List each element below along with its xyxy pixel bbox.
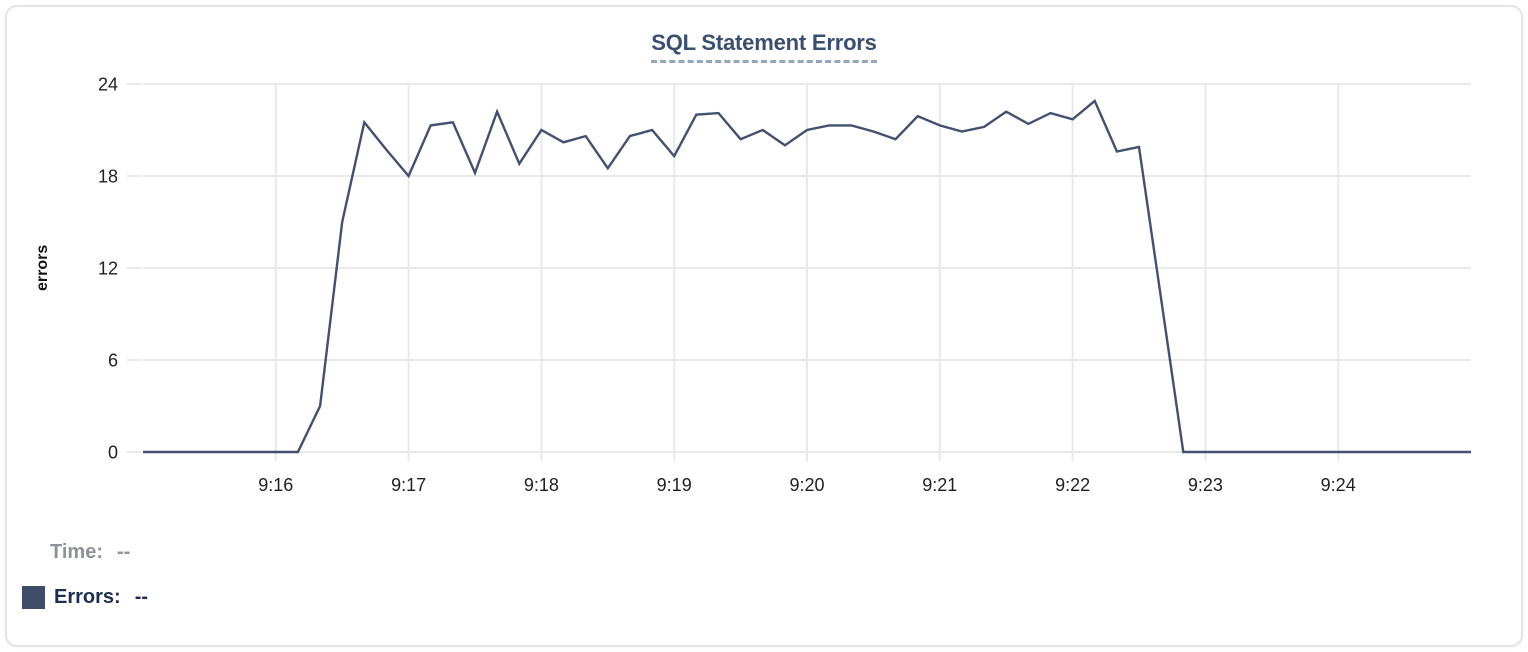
x-tick-label: 9:21: [922, 475, 957, 495]
chart-header: SQL Statement Errors: [0, 30, 1528, 63]
x-tick-label: 9:24: [1321, 475, 1356, 495]
x-tick-label: 9:22: [1055, 475, 1090, 495]
y-tick-label: 24: [98, 75, 118, 95]
y-tick-label: 12: [98, 259, 118, 279]
tooltip-errors-value: --: [134, 586, 149, 608]
x-tick-label: 9:20: [789, 475, 824, 495]
tooltip-errors-label: Errors:: [54, 586, 121, 608]
y-tick-label: 6: [108, 351, 118, 371]
y-tick-label: 18: [98, 167, 118, 187]
x-tick-label: 9:23: [1188, 475, 1223, 495]
tooltip-time-value: --: [116, 541, 131, 563]
errors-series-line: [143, 98, 1471, 454]
y-tick-label: 0: [108, 443, 118, 463]
tooltip-time-row: Time: --: [50, 541, 130, 564]
errors-series-swatch-icon: [22, 586, 45, 609]
chart-title[interactable]: SQL Statement Errors: [651, 30, 877, 63]
x-tick-label: 9:18: [524, 475, 559, 495]
tooltip-time-label: Time:: [50, 541, 103, 563]
tooltip-errors-row: Errors: --: [22, 586, 148, 609]
x-tick-label: 9:16: [258, 475, 293, 495]
chart-card: [5, 5, 1523, 647]
x-tick-label: 9:19: [657, 475, 692, 495]
x-tick-label: 9:17: [391, 475, 426, 495]
